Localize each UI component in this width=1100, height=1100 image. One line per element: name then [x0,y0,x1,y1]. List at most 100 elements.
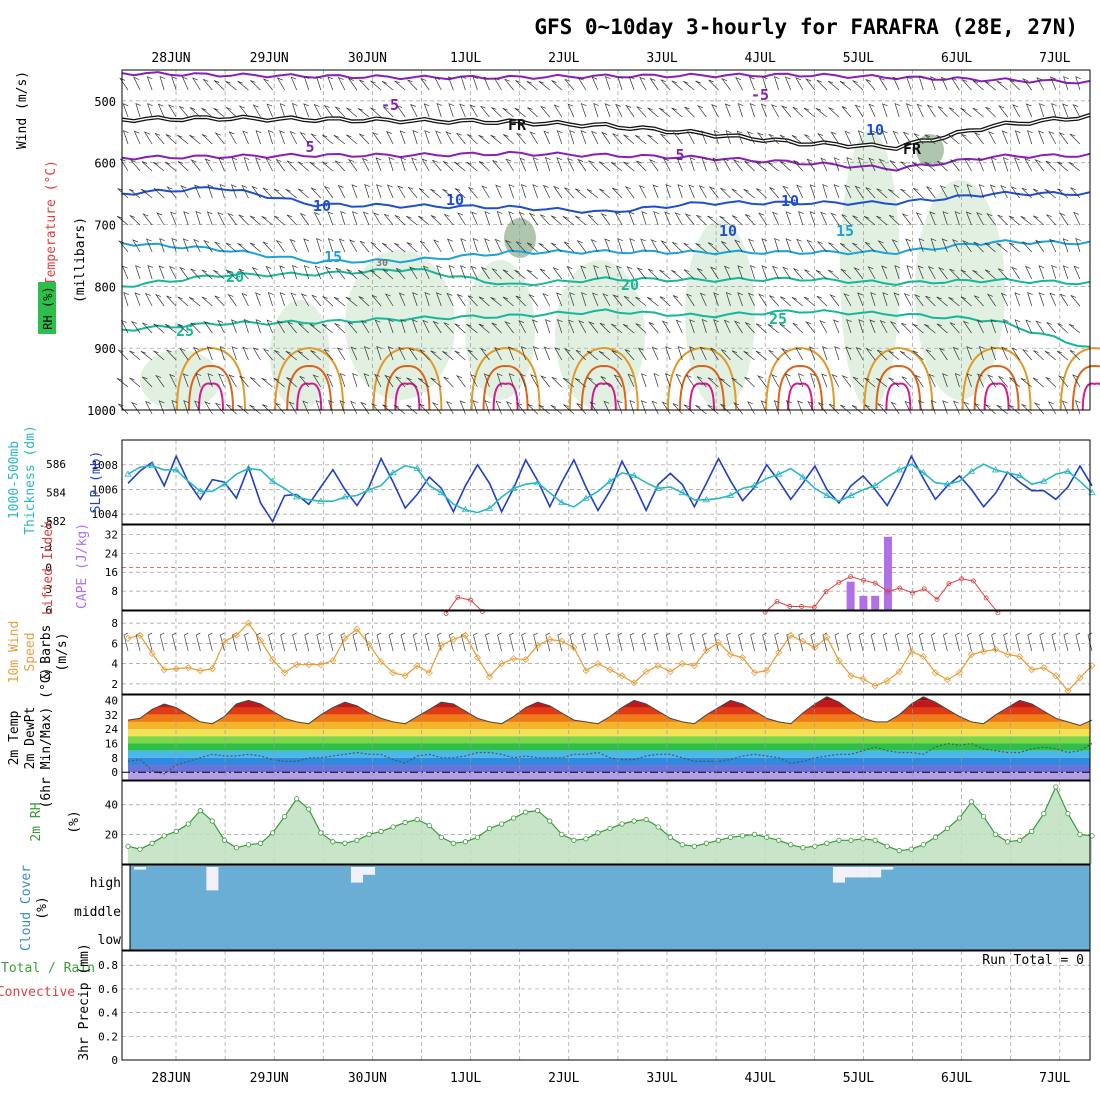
temperature-contour [296,382,323,411]
wind10-barb [219,632,225,652]
wind-barb [973,132,984,145]
wind10-marker [751,669,759,677]
high-cloud-gap [881,867,894,870]
date-label-bottom: 6JUL [941,1071,972,1086]
wind-barb [213,269,225,280]
rh2m-marker [366,831,372,837]
wind-barb [290,292,298,307]
wind-barb [683,404,695,415]
thickness-marker [895,466,903,473]
wind-barb [962,320,972,334]
wind-barb [563,241,575,253]
rh2m-marker [354,837,360,843]
wind-barb [725,130,732,145]
wind-barb [689,319,695,334]
wind-barb [808,346,816,361]
wind-barb [418,215,430,226]
wind-barb [575,188,587,199]
wind-barb [803,296,816,307]
wind-barb [1062,103,1069,118]
wind-barb [650,239,659,253]
wind-barb [412,292,418,307]
wind10-marker [196,667,204,675]
wind-barb [472,76,479,91]
wind-barb [460,238,467,253]
wind-barb [798,211,804,226]
wind-barb [924,323,936,334]
wind-barb [1034,159,1045,172]
high-cloud-gap [845,867,858,878]
wind-barb [228,374,237,388]
temp-tick: 0 [111,766,118,779]
wind-barb [709,347,719,361]
thickness-marker [292,493,301,500]
cape-tick: 32 [105,528,118,541]
rh2m-marker [306,806,312,812]
wind10-barb [593,632,599,652]
thickness-marker [317,497,325,504]
wind-barb [756,132,767,145]
wind-barb [432,159,442,172]
wind-barb [604,103,611,118]
cloud-layer-label: low [98,933,122,948]
rh2m-marker [1053,784,1059,790]
thickness-marker [533,478,542,486]
rh2m-marker [1017,837,1023,843]
wind-barb [720,349,731,361]
wind-barb [984,242,996,253]
wind-barb [749,265,756,280]
wind10-tick: 4 [111,658,118,671]
wind10-marker [726,650,735,659]
wind-barb [351,184,358,199]
run-total: Run Total = 0 [982,953,1084,968]
wind-barb [430,188,442,199]
wind-barb [289,130,298,145]
wind-barb [1058,132,1069,145]
temperature-contour [787,382,814,411]
wind-barb [495,184,502,199]
wind-barb [796,238,804,253]
pressure-tick: 1000 [87,404,116,418]
wind-barb [225,269,237,280]
thickness-marker [485,504,494,511]
wind-barb [843,293,852,307]
wind-barb [575,349,587,361]
wind-barb [936,323,948,334]
contour-label: 15 [836,222,854,240]
wind-barb [927,266,936,280]
wind-barb [695,80,707,91]
wind-barb [122,130,129,145]
contour-label: 10 [719,222,737,240]
wind-barb [141,161,153,172]
wind-barb [984,80,996,91]
wind-barb [865,79,876,91]
wind10-marker [437,641,445,649]
wind-barb [539,214,551,226]
wind-barb [407,79,418,91]
wind-barb [467,134,478,145]
wind-barb [723,265,731,280]
wind-barb [385,130,394,145]
wind-barb [552,267,563,280]
wind-barb [1033,215,1045,226]
wind-barb [1047,401,1057,415]
thickness-marker [124,470,132,477]
wind-barb [550,215,563,226]
wind-barb [857,157,864,172]
wind-barb [303,103,310,118]
wind-barb [419,403,430,415]
wind-barb [617,76,623,91]
rh2m-marker [1029,828,1035,834]
wind-barb [169,265,177,280]
wind-barb [564,348,575,361]
slp-frame [121,439,1091,525]
wind-barb [1070,187,1081,199]
wind10-marker [570,643,578,652]
wind-barb [1011,347,1020,361]
wind-barb [1074,400,1081,415]
rh2m-marker [462,839,468,845]
wind-barb [665,184,672,199]
wind-barb [1051,103,1057,118]
wind-barb [628,76,635,91]
temp-band [128,736,1090,744]
